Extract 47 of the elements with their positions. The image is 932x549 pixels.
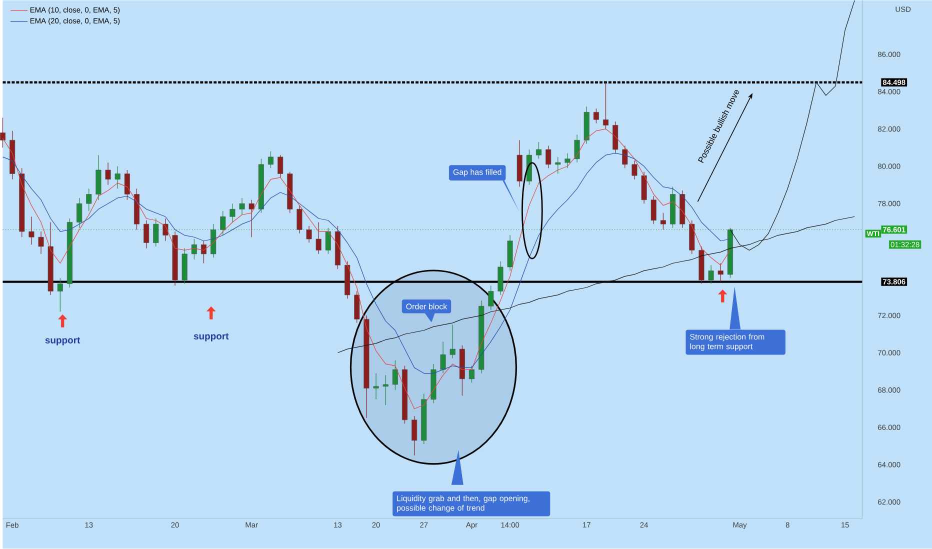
- annotation: support: [45, 337, 80, 346]
- candlestick: [162, 218, 168, 242]
- candlestick: [124, 170, 130, 200]
- candlestick: [239, 198, 245, 216]
- candlestick: [382, 375, 388, 406]
- candlestick: [708, 264, 714, 284]
- candlestick: [660, 212, 666, 230]
- candlestick: [86, 188, 92, 212]
- candlestick: [248, 200, 254, 238]
- candlestick: [220, 210, 226, 236]
- candlestick: [488, 285, 494, 310]
- candlestick: [296, 205, 302, 234]
- candlestick: [440, 341, 446, 374]
- candlestick: [650, 196, 656, 225]
- candlestick: [632, 160, 638, 180]
- candlestick: [718, 263, 724, 282]
- candlestick: [536, 142, 542, 160]
- candlestick: [153, 218, 159, 247]
- candlestick: [191, 238, 197, 260]
- candlestick: [38, 231, 44, 254]
- candlestick: [76, 198, 82, 228]
- candlestick: [392, 360, 398, 391]
- candlestick: [201, 240, 206, 264]
- candlestick: [325, 228, 331, 254]
- candlestick: [450, 324, 456, 359]
- candlestick: [278, 154, 284, 178]
- annotation: support: [194, 333, 229, 342]
- candlestick: [268, 151, 274, 169]
- candlestick: [593, 108, 599, 124]
- candlestick: [144, 220, 150, 249]
- candlestick: [546, 146, 552, 169]
- candlestick: [306, 226, 312, 244]
- candlestick: [412, 416, 418, 456]
- candlestick: [622, 146, 628, 169]
- candlestick: [469, 366, 474, 384]
- candlestick: [0, 118, 6, 148]
- candlestick: [574, 134, 580, 163]
- candlestick: [316, 222, 322, 254]
- candlestick: [28, 216, 34, 246]
- candlestick: [373, 373, 379, 400]
- candlestick: [105, 162, 111, 186]
- candlestick: [555, 156, 561, 174]
- candlestick: [603, 82, 608, 130]
- candlestick: [230, 203, 236, 223]
- candlestick: [114, 166, 120, 190]
- candlestick: [57, 278, 63, 312]
- candlestick: [564, 153, 570, 169]
